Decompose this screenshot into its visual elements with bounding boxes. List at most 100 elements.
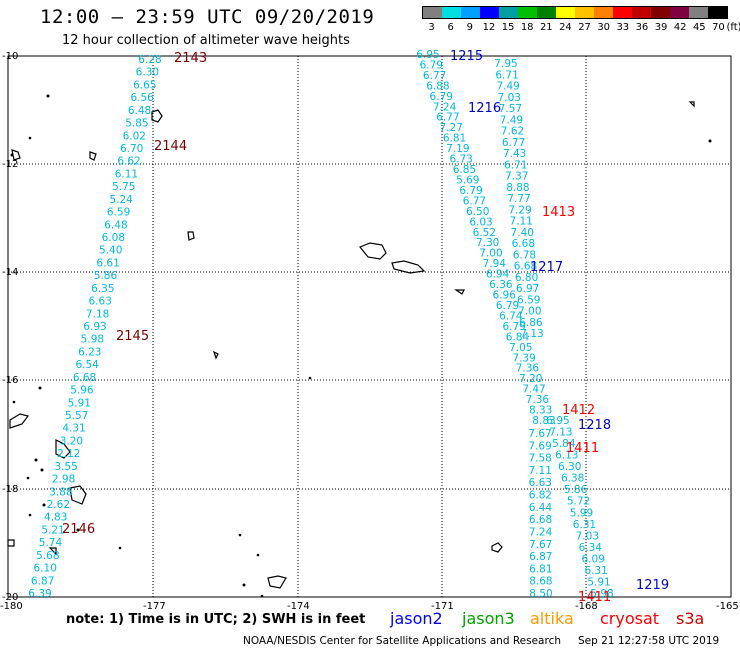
wave-height-value: 6.79 — [496, 300, 519, 312]
wave-height-value: 6.68 — [529, 514, 552, 526]
colorbar-swatch — [537, 7, 556, 18]
pass-number-label: 2145 — [116, 329, 149, 344]
legend-jason3: jason3 — [462, 609, 515, 628]
wave-height-value: 7.05 — [509, 342, 532, 354]
pass-number-label: 1411 — [578, 590, 611, 605]
wave-height-value: 6.30 — [558, 461, 581, 473]
wave-height-value: 6.77 — [463, 195, 486, 207]
wave-height-value: 5.24 — [109, 194, 133, 206]
wave-height-value: 6.56 — [130, 92, 154, 104]
lat-label: -10 — [2, 51, 19, 62]
wave-height-value: 2.98 — [52, 474, 75, 486]
colorbar-label: 39 — [654, 22, 668, 33]
pass-number-label: 1219 — [636, 578, 669, 593]
colorbar-swatch — [708, 7, 727, 18]
pass-number-label: 1218 — [578, 418, 611, 433]
wave-height-value: 8.83 — [532, 415, 555, 427]
pass-number-label: 1413 — [542, 205, 575, 220]
colorbar-swatch — [461, 7, 480, 18]
wave-height-value: 6.61 — [96, 257, 119, 269]
lat-label: -18 — [2, 484, 19, 495]
colorbar-label: 6 — [447, 22, 454, 33]
coastlines — [7, 101, 695, 589]
wave-height-value: 6.95 — [416, 49, 439, 61]
wave-height-value: 6.31 — [573, 519, 596, 531]
wave-height-value: 5.98 — [590, 588, 613, 600]
colorbar-swatch — [632, 7, 651, 18]
colorbar-swatch — [651, 7, 670, 18]
wave-height-value: 7.43 — [503, 148, 526, 160]
wave-height-value: 6.63 — [89, 296, 112, 308]
generation-timestamp: Sep 21 12:27:58 UTC 2019 — [578, 635, 720, 647]
wave-height-value: 7.67 — [528, 428, 551, 440]
lon-label: -174 — [287, 601, 310, 612]
wave-height-value: 7.24 — [529, 526, 553, 538]
wave-height-value: 6.52 — [473, 227, 496, 239]
wave-height-value: 3.55 — [54, 461, 77, 473]
wave-height-value: 6.03 — [469, 216, 492, 228]
wave-height-value: 6.95 — [546, 415, 569, 427]
colorbar-swatch — [689, 7, 708, 18]
wave-height-value: 6.30 — [136, 67, 159, 79]
colorbar-label: 70 — [712, 22, 725, 33]
pass-number-label: 1216 — [468, 101, 501, 116]
colorbar-label: 18 — [520, 22, 534, 33]
colorbar-swatch — [499, 7, 518, 18]
wave-height-value: 7.24 — [433, 101, 457, 113]
wave-height-value: 6.71 — [495, 69, 518, 81]
wave-height-value: 5.84 — [552, 438, 576, 450]
colorbar-label: 45 — [692, 22, 706, 33]
wave-height-value: 5.99 — [570, 507, 593, 519]
wave-height-value: 5.69 — [456, 174, 479, 186]
colorbar-label: 3 — [428, 22, 435, 33]
page-subtitle: 12 hour collection of altimeter wave hei… — [62, 33, 350, 48]
colorbar-swatch — [594, 7, 613, 18]
wave-height-value: 6.63 — [529, 477, 552, 489]
wave-height-value: 6.87 — [31, 575, 54, 587]
pass-labels: 2143 2144 2145 2146 1215 1216 1217 1218 1219 1413… — [62, 49, 669, 605]
colorbar-label: (ft) — [726, 22, 740, 33]
wave-height-value: 6.97 — [516, 283, 539, 295]
lat-label: -20 — [2, 592, 19, 603]
wave-height-value: 5.86 — [564, 484, 588, 496]
wave-height-value: 6.48 — [104, 219, 127, 231]
wave-height-value: 5.98 — [81, 334, 104, 346]
wave-height-value: 7.49 — [500, 114, 523, 126]
wave-height-value: 6.79 — [420, 59, 443, 71]
colorbar-swatch — [518, 7, 537, 18]
legend-s3a: s3a — [676, 609, 705, 628]
wave-height-value: 8.50 — [529, 588, 552, 600]
map-frame — [7, 55, 732, 598]
wave-height-value: 5.75 — [112, 181, 135, 193]
wave-height-value: 6.44 — [529, 502, 553, 514]
wave-height-value: 6.77 — [502, 137, 525, 149]
wave-height-value: 6.28 — [138, 54, 161, 66]
colorbar-label: 30 — [597, 22, 611, 33]
wave-height-value: 6.39 — [28, 588, 51, 600]
wave-height-value: 7.13 — [549, 427, 572, 439]
wave-height-value: 5.96 — [70, 385, 94, 397]
wave-height-value: 7.36 — [516, 363, 540, 375]
wave-height-value: 7.11 — [529, 465, 552, 477]
wave-height-value: 6.50 — [466, 206, 489, 218]
lon-label: -171 — [431, 601, 454, 612]
colorbar-label: 36 — [635, 22, 649, 33]
wave-height-value: 7.11 — [509, 216, 532, 228]
wave-height-value: 7.37 — [505, 171, 528, 183]
colorbar-label: 21 — [539, 22, 553, 33]
colorbar-label: 27 — [578, 22, 591, 33]
wave-height-value: 8.68 — [529, 576, 552, 588]
wave-height-value: 6.02 — [123, 130, 146, 142]
colorbar-label: 15 — [501, 22, 515, 33]
wave-height-value: 6.23 — [78, 346, 101, 358]
wave-height-value: 6.11 — [115, 168, 138, 180]
wave-height-value: 6.96 — [493, 290, 517, 302]
wave-height-value: 5.72 — [567, 496, 590, 508]
wave-height-value: 6.68 — [73, 372, 96, 384]
wave-height-value: 7.95 — [494, 58, 517, 70]
lon-label: -177 — [143, 601, 166, 612]
note-text: note: 1) Time is in UTC; 2) SWH is in fe… — [66, 612, 366, 627]
wave-height-value: 6.82 — [529, 490, 552, 502]
wave-height-value: 6.31 — [584, 565, 607, 577]
wave-height-value: 6.84 — [506, 331, 530, 343]
